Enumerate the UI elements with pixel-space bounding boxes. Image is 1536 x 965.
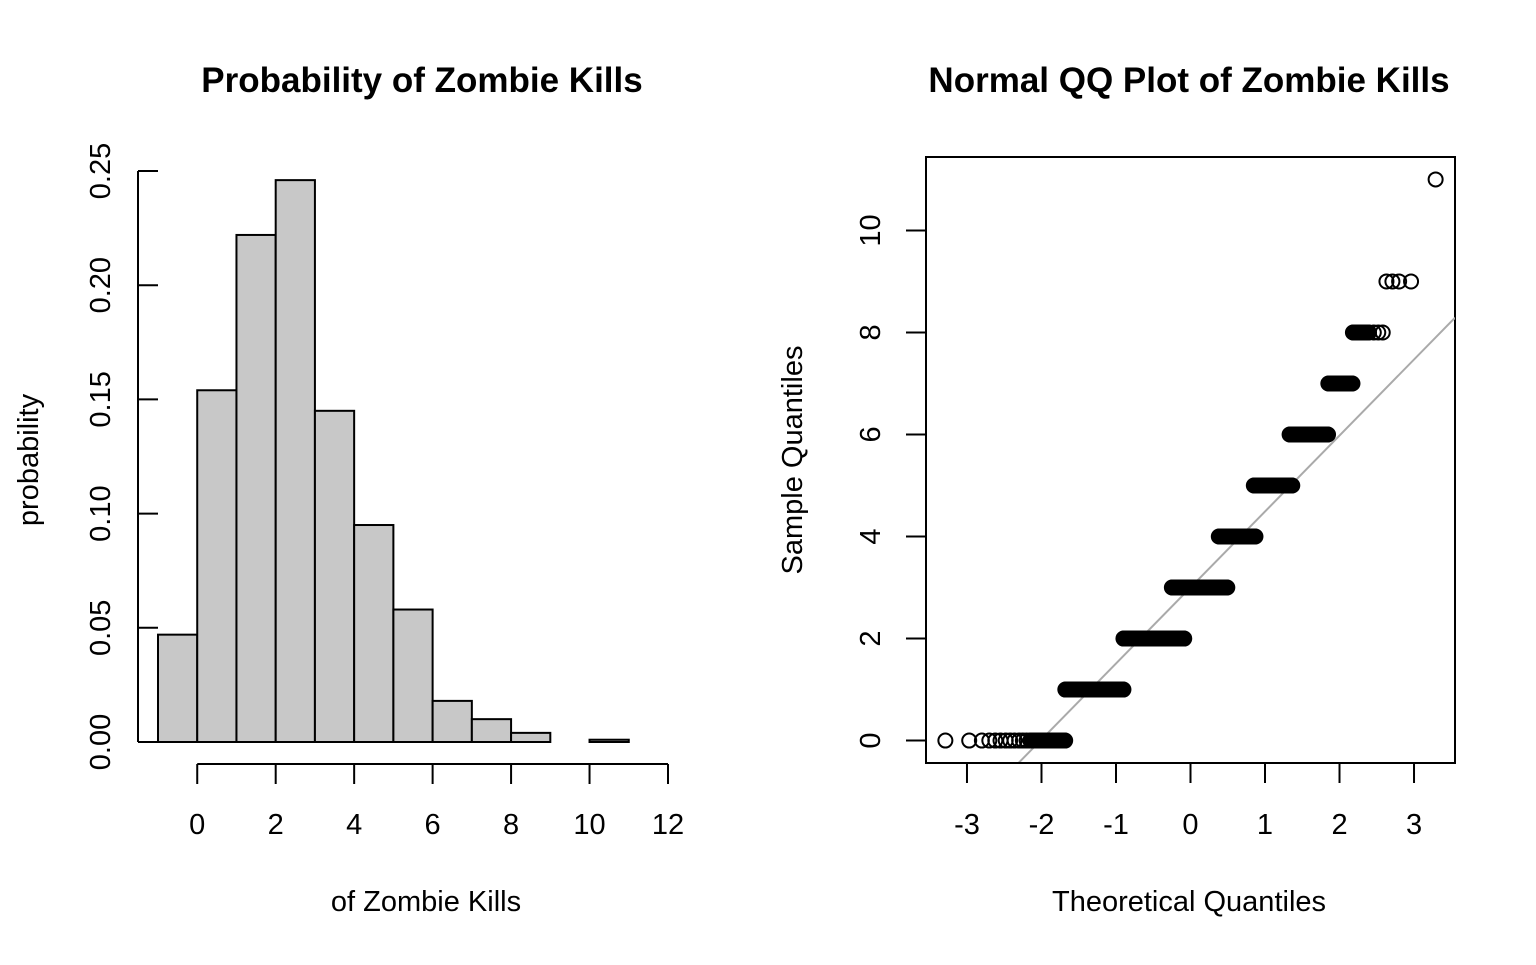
histogram-bar: [588, 738, 630, 744]
qq-plot-panel: Normal QQ Plot of Zombie Kills Theoretic…: [777, 61, 1456, 918]
x-tick-label: -3: [954, 809, 980, 841]
histogram-bars: [157, 179, 630, 744]
qq-point: [1378, 273, 1395, 290]
qq-point: [1219, 579, 1236, 596]
qq-point: [1403, 273, 1420, 290]
histogram-bar: [392, 608, 434, 744]
histogram-bar: [510, 731, 552, 744]
x-tick-label: 3: [1406, 809, 1422, 841]
y-tick-label: 10: [855, 214, 887, 246]
qq-point: [1427, 171, 1444, 188]
qq-point: [1374, 324, 1391, 341]
y-tick-label: 0.00: [85, 714, 117, 770]
x-tick-label: -1: [1103, 809, 1129, 841]
qq-point: [1391, 273, 1408, 290]
qq-point: [1370, 324, 1387, 341]
y-tick-label: 0.05: [85, 600, 117, 656]
x-tick-label: 2: [268, 809, 284, 841]
qq-title: Normal QQ Plot of Zombie Kills: [928, 61, 1449, 100]
qq-point: [961, 732, 978, 749]
qq-point: [1247, 528, 1264, 545]
y-tick-label: 6: [855, 426, 887, 442]
y-tick-label: 0.10: [85, 485, 117, 541]
qq-point: [1057, 732, 1074, 749]
qq-point: [1344, 375, 1361, 392]
y-tick-label: 2: [855, 630, 887, 646]
qq-point: [981, 732, 998, 749]
y-tick-label: 0: [855, 732, 887, 748]
histogram-panel: Probability of Zombie Kills of Zombie Ki…: [13, 61, 684, 918]
qq-point: [1115, 681, 1132, 698]
histogram-bar: [313, 409, 356, 743]
x-tick-label: 1: [1257, 809, 1273, 841]
x-tick-label: 12: [652, 809, 684, 841]
qq-point: [1018, 732, 1035, 749]
histogram-bar: [353, 524, 395, 744]
histogram-x-label: of Zombie Kills: [331, 886, 521, 918]
x-tick-label: 10: [573, 809, 605, 841]
qq-y-label: Sample Quantiles: [777, 346, 809, 575]
y-tick-label: 0.25: [85, 143, 117, 199]
histogram-title: Probability of Zombie Kills: [201, 61, 642, 100]
x-tick-label: 0: [1182, 809, 1198, 841]
qq-points: [937, 171, 1444, 749]
qq-y-axis: 0 2 4 6 8 10: [855, 214, 926, 749]
histogram-bar: [274, 179, 316, 744]
histogram-bar: [196, 389, 238, 743]
qq-x-axis: -3 -2 -1 0 1 2 3: [954, 762, 1422, 841]
qq-x-label: Theoretical Quantiles: [1052, 886, 1326, 918]
y-tick-label: 0.20: [85, 257, 117, 313]
y-tick-label: 8: [855, 324, 887, 340]
qq-point: [1002, 732, 1019, 749]
x-tick-label: -2: [1029, 809, 1055, 841]
qq-point: [1284, 477, 1301, 494]
y-tick-label: 0.15: [85, 371, 117, 427]
qq-point: [1384, 273, 1401, 290]
histogram-bar: [470, 718, 513, 743]
x-tick-label: 2: [1331, 809, 1347, 841]
qq-point: [1006, 732, 1023, 749]
histogram-bar: [431, 699, 473, 743]
x-tick-label: 0: [189, 809, 205, 841]
histogram-bar: [157, 633, 199, 743]
histogram-y-label: probability: [13, 393, 45, 526]
qq-point: [937, 732, 954, 749]
y-tick-label: 4: [855, 528, 887, 544]
histogram-y-axis: 0.00 0.05 0.10 0.15 0.20 0.25: [85, 143, 158, 770]
x-tick-label: 6: [425, 809, 441, 841]
qq-point: [1320, 426, 1337, 443]
histogram-x-axis: 0 2 4 6 8 10 12: [189, 763, 684, 841]
histogram-bar: [235, 233, 277, 743]
x-tick-label: 8: [503, 809, 519, 841]
qq-point: [1365, 324, 1382, 341]
qq-point: [1176, 630, 1193, 647]
x-tick-label: 4: [346, 809, 362, 841]
